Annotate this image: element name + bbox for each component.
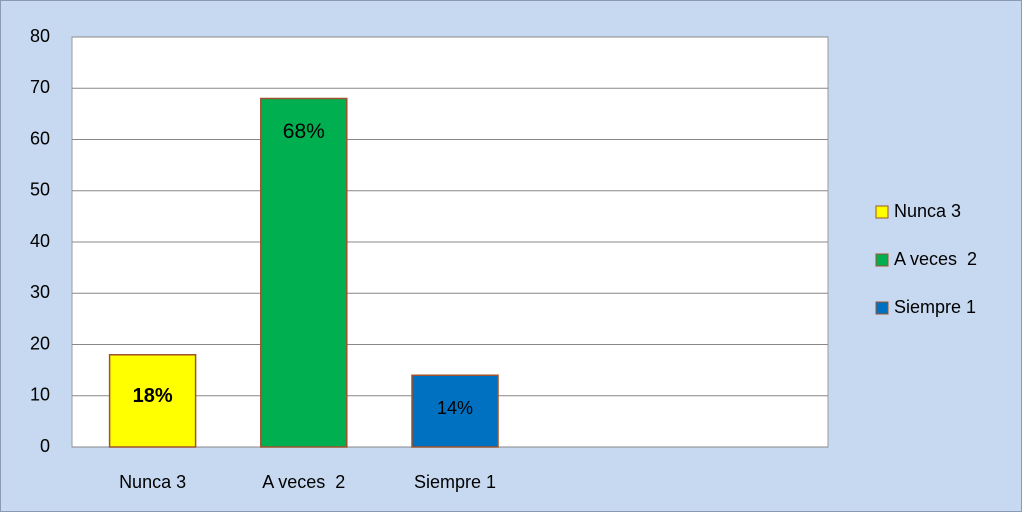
- legend-swatch: [875, 253, 889, 267]
- legend-swatch: [875, 301, 889, 315]
- legend-label: A veces 2: [894, 249, 977, 269]
- y-tick-label: 20: [30, 333, 50, 353]
- bar: [411, 374, 499, 448]
- legend-swatch: [875, 205, 889, 219]
- x-tick-label: Nunca 3: [119, 472, 186, 492]
- x-tick-label: A veces 2: [262, 472, 345, 492]
- y-tick-label: 80: [30, 26, 50, 46]
- y-tick-label: 60: [30, 128, 50, 148]
- y-tick-label: 10: [30, 385, 50, 405]
- x-tick-label: Siempre 1: [414, 472, 496, 492]
- y-tick-label: 50: [30, 180, 50, 200]
- data-label: 14%: [437, 398, 473, 418]
- data-label: 68%: [283, 120, 325, 143]
- y-tick-label: 30: [30, 282, 50, 302]
- y-tick-label: 40: [30, 231, 50, 251]
- legend-label: Nunca 3: [894, 201, 961, 221]
- y-tick-label: 0: [40, 436, 50, 456]
- bar: [108, 354, 197, 448]
- data-label: 18%: [133, 385, 173, 407]
- bar: [260, 97, 348, 448]
- legend-label: Siempre 1: [894, 297, 976, 317]
- y-tick-label: 70: [30, 77, 50, 97]
